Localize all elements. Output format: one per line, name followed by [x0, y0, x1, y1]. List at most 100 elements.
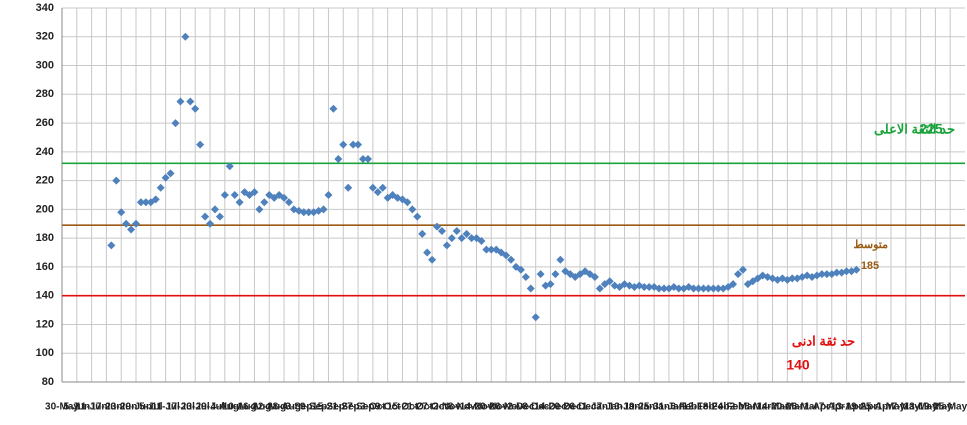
- y-tick-label: 160: [36, 261, 54, 273]
- data-point: [378, 183, 387, 192]
- data-point: [235, 198, 244, 207]
- data-point: [660, 284, 668, 293]
- x-tick-label: 8-Nov: [448, 402, 476, 413]
- x-tick-label: 19-May: [918, 402, 952, 413]
- data-point: [452, 226, 461, 235]
- x-tick-label: 2-Nov: [433, 402, 461, 413]
- x-tick-label: 12-Feb: [682, 402, 714, 413]
- x-tick-label: 26-Mar: [786, 402, 818, 413]
- data-point: [403, 198, 412, 207]
- data-point: [349, 140, 358, 149]
- data-point: [546, 280, 555, 289]
- data-point: [645, 283, 654, 292]
- x-tick-label: 5-Jun: [63, 402, 90, 413]
- data-point: [433, 222, 442, 231]
- x-tick-label: 19-Jan: [623, 402, 655, 413]
- x-tick-label: 6-Feb: [670, 402, 697, 413]
- x-tick-label: 10-Aug: [223, 402, 257, 413]
- data-point: [260, 198, 269, 207]
- x-tick-label: 14-Nov: [460, 402, 494, 413]
- data-point: [230, 191, 239, 199]
- data-point: [107, 241, 116, 250]
- data-point: [502, 251, 511, 260]
- data-point: [206, 219, 215, 228]
- data-point: [344, 183, 353, 192]
- data-point: [359, 155, 367, 164]
- data-point: [161, 173, 170, 182]
- data-point: [442, 241, 451, 250]
- data-point: [694, 284, 703, 293]
- x-tick-label: 7-Apr: [819, 402, 845, 413]
- data-point: [595, 284, 604, 293]
- data-point: [210, 205, 219, 214]
- x-tick-label: 5-Jul: [139, 402, 163, 413]
- x-tick-label: 1-Apr: [804, 402, 830, 413]
- data-point: [852, 265, 861, 274]
- y-tick-label: 80: [42, 376, 54, 388]
- reference-label: حد الثقة الاعلى: [874, 121, 955, 136]
- x-tick-label: 15-Sep: [312, 402, 345, 413]
- y-tick-label: 100: [36, 347, 54, 359]
- x-tick-label: 23-Jun: [105, 402, 137, 413]
- data-point: [832, 268, 841, 277]
- x-tick-label: 13-May: [904, 402, 938, 413]
- data-point: [354, 140, 363, 149]
- data-point: [171, 119, 180, 128]
- x-tick-label: 25-Jan: [638, 402, 670, 413]
- x-tick-label: 23-Jul: [181, 402, 210, 413]
- x-tick-label: 20-Dec: [549, 402, 582, 413]
- y-tick-label: 260: [36, 117, 54, 129]
- x-tick-label: 11-Jun: [76, 402, 108, 413]
- x-tick-label: 9-Sep: [300, 402, 327, 413]
- data-point: [284, 198, 293, 207]
- reference-value: 140: [786, 357, 810, 373]
- y-tick-label: 120: [36, 318, 54, 330]
- data-point: [704, 284, 713, 293]
- x-tick-label: 17-Jul: [166, 402, 195, 413]
- x-tick-label: 28-Aug: [267, 402, 301, 413]
- data-point: [215, 212, 224, 221]
- data-point: [339, 140, 348, 149]
- x-tick-label: 20-Nov: [475, 402, 509, 413]
- x-tick-label: 13-Apr: [831, 402, 863, 413]
- data-point: [418, 229, 427, 238]
- x-tick-label: 11-Jul: [151, 402, 180, 413]
- data-point: [151, 195, 160, 204]
- y-tick-label: 220: [36, 175, 54, 187]
- data-point: [122, 219, 131, 228]
- data-point: [536, 270, 545, 279]
- data-point: [127, 225, 136, 234]
- data-point: [280, 193, 289, 202]
- y-tick-label: 340: [36, 2, 54, 14]
- x-tick-label: 29-Jun: [120, 402, 152, 413]
- data-point: [319, 205, 328, 214]
- data-point: [531, 313, 540, 322]
- data-point: [699, 284, 708, 293]
- x-tick-label: 27-Oct: [417, 402, 449, 413]
- data-point: [368, 183, 377, 192]
- data-point: [166, 169, 175, 178]
- x-tick-label: 15-Oct: [387, 402, 419, 413]
- data-point: [590, 272, 599, 281]
- data-point: [674, 284, 683, 293]
- data-point: [457, 234, 466, 243]
- x-tick-label: 31-Jan: [653, 402, 685, 413]
- x-tick-label: 26-Dec: [564, 402, 597, 413]
- data-point: [413, 212, 422, 221]
- data-point: [526, 284, 535, 293]
- data-point: [551, 270, 560, 279]
- x-tick-label: 24-Feb: [712, 402, 744, 413]
- data-point: [487, 245, 496, 254]
- reference-value: 225: [919, 121, 943, 137]
- x-tick-label: 22-Aug: [252, 402, 286, 413]
- reference-label: متوسط: [853, 239, 888, 251]
- x-tick-label: 3-Oct: [360, 402, 386, 413]
- x-tick-label: 25-May: [933, 402, 967, 413]
- data-point: [408, 205, 417, 214]
- data-point: [181, 32, 190, 41]
- data-point: [201, 212, 210, 221]
- data-point: [788, 274, 797, 283]
- data-point: [176, 97, 185, 106]
- x-tick-label: 2-Dec: [507, 402, 535, 413]
- data-point: [191, 104, 200, 113]
